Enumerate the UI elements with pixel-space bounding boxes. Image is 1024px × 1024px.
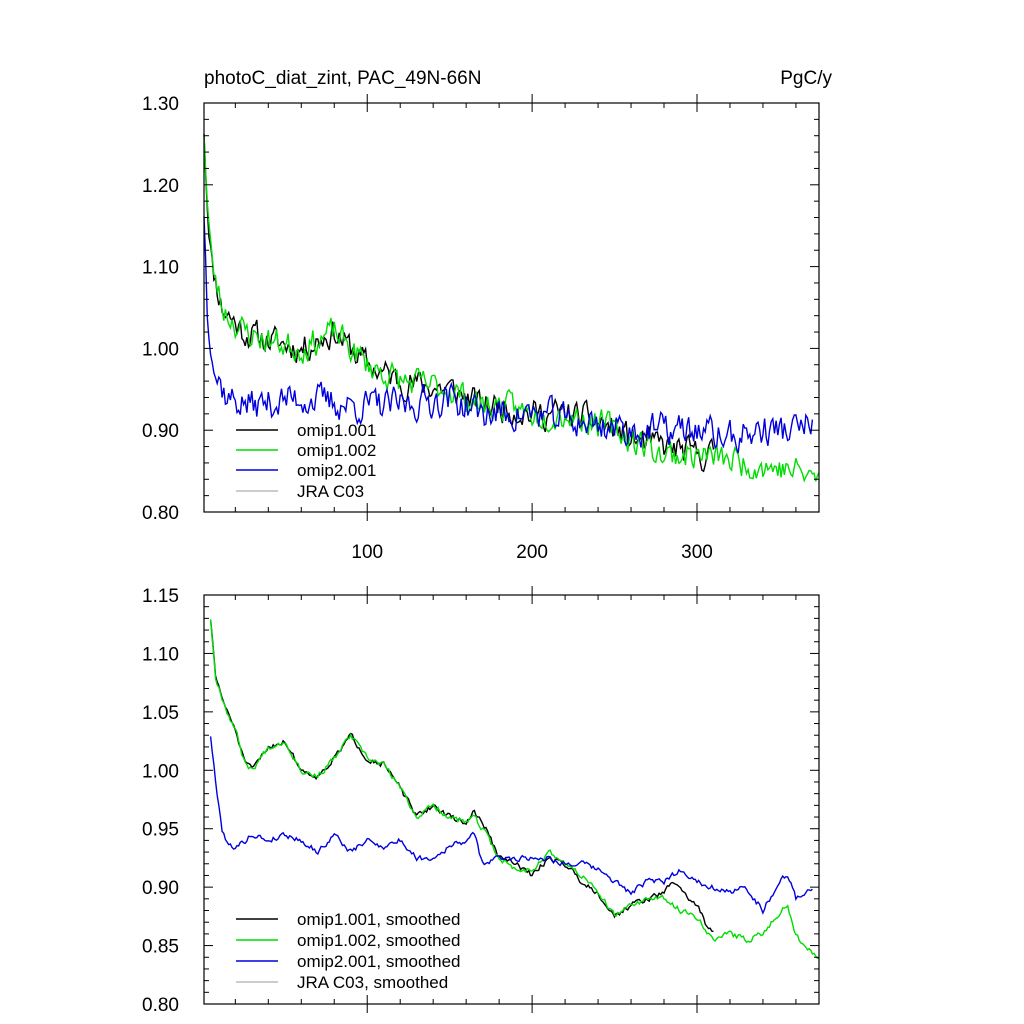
y-tick-label: 1.00: [142, 339, 179, 360]
y-tick-label: 0.90: [142, 878, 179, 899]
series-line-omip1-002-smoothed: [209, 619, 820, 960]
x-tick-label: 100: [351, 542, 383, 563]
y-tick-label: 1.15: [142, 586, 179, 607]
legend-label-omip1-002-smoothed: omip1.002, smoothed: [297, 931, 461, 950]
top-plot-frame: [203, 102, 820, 513]
y-tick-label: 0.80: [142, 503, 179, 524]
y-tick-label: 0.95: [142, 820, 179, 841]
top-plot-area: [203, 133, 820, 483]
legend-label-jra-c03-smoothed: JRA C03, smoothed: [297, 973, 448, 992]
bottom-axes-ticks: 0.80 0.85 0.90 0.95 1.00 1.05 1.10 1.15: [142, 586, 819, 1016]
legend-label-omip2-001-smoothed: omip2.001, smoothed: [297, 952, 461, 971]
y-tick-label: 1.05: [142, 703, 179, 724]
top-legend: omip1.001 omip1.002 omip2.001 JRA C03: [236, 421, 376, 501]
legend-label-omip2-001: omip2.001: [297, 461, 376, 480]
bottom-panel: 0.80 0.85 0.90 0.95 1.00 1.05 1.10 1.15 omip1.0…: [142, 586, 820, 1016]
y-tick-label: 1.30: [142, 94, 179, 115]
legend-label-omip1-002: omip1.002: [297, 441, 376, 460]
y-tick-label: 1.10: [142, 258, 179, 279]
x-tick-label: 300: [681, 542, 713, 563]
bottom-legend: omip1.001, smoothed omip1.002, smoothed …: [236, 910, 461, 992]
y-tick-label: 1.20: [142, 176, 179, 197]
top-chart-title: photoC_diat_zint, PAC_49N-66N: [204, 68, 481, 89]
series-line-omip1-001: [203, 134, 715, 473]
legend-label-jra-c03: JRA C03: [297, 482, 364, 501]
top-axes-ticks: 0.80 0.90 1.00 1.10 1.20 1.30 100 200 300: [142, 94, 819, 563]
top-panel: photoC_diat_zint, PAC_49N-66N PgC/y 0.80…: [142, 68, 832, 563]
series-line-omip2-001-smoothed: [209, 736, 813, 915]
x-tick-label: 200: [516, 542, 548, 563]
y-tick-label: 0.90: [142, 421, 179, 442]
series-line-omip2-001: [203, 216, 814, 454]
bottom-plot-frame: [203, 594, 820, 1005]
bottom-plot-area: [209, 619, 820, 960]
top-chart-units: PgC/y: [780, 68, 832, 89]
legend-label-omip1-001: omip1.001: [297, 421, 376, 440]
y-tick-label: 1.10: [142, 644, 179, 665]
y-tick-label: 0.80: [142, 995, 179, 1016]
legend-label-omip1-001-smoothed: omip1.001, smoothed: [297, 910, 461, 929]
y-tick-label: 0.85: [142, 937, 179, 958]
y-tick-label: 1.00: [142, 761, 179, 782]
